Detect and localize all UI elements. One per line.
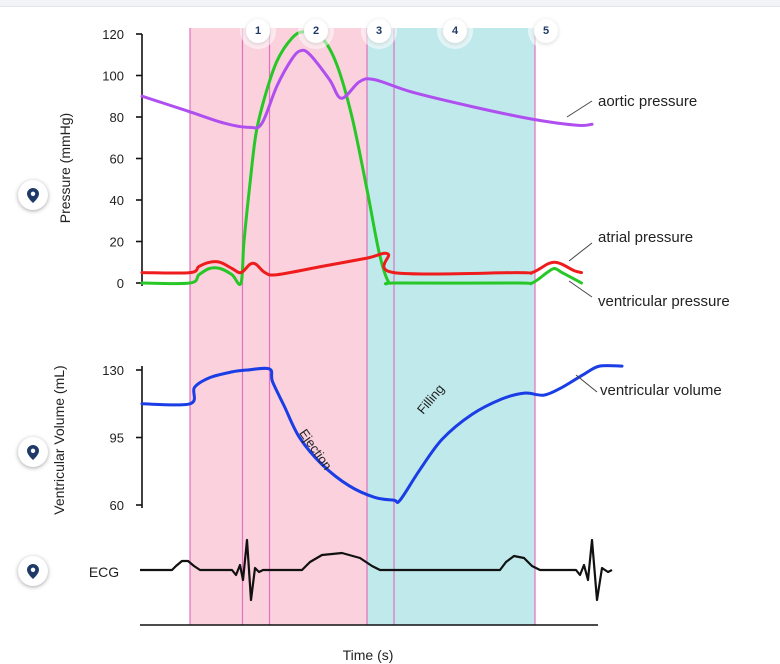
series: [140, 30, 624, 602]
phase-band-4: [367, 28, 394, 625]
ecg-panel-info-button[interactable]: [18, 556, 48, 586]
atrial-pressure-line: [140, 251, 583, 277]
map-pin-icon: [27, 563, 39, 579]
pressure-axis-label: Pressure (mmHg): [57, 113, 73, 223]
leader-line: [566, 100, 593, 118]
time-axis-label: Time (s): [343, 647, 394, 663]
ecg-trace: [140, 538, 613, 602]
series-label-text: ventricular volume: [600, 382, 722, 399]
pressure-tick-label: 60: [110, 152, 124, 167]
series-label-text: aortic pressure: [598, 93, 697, 110]
phase-boundary-lines: [189, 28, 536, 625]
phase-step-button-5[interactable]: 5: [534, 19, 558, 43]
phase-step-button-2[interactable]: 2: [304, 19, 328, 43]
volume-panel-info-button[interactable]: [18, 437, 48, 467]
step-number: 3: [375, 25, 383, 37]
series-label-volume: ventricular volume: [575, 374, 722, 399]
ventricular-volume-line: [140, 364, 624, 505]
pressure-tick-label: 40: [110, 193, 124, 208]
leader-line: [568, 242, 593, 262]
pressure-panel-info-button[interactable]: [18, 180, 48, 210]
series-label-atrial: atrial pressure: [568, 229, 693, 262]
step-number: 5: [542, 25, 550, 37]
leader-line: [575, 374, 598, 393]
step-number: 4: [451, 25, 459, 37]
phase-band-5: [394, 28, 535, 625]
volume-tick-label: 130: [102, 363, 124, 378]
window-top-bar: [0, 0, 780, 7]
series-label-text: ventricular pressure: [598, 293, 730, 310]
leader-line: [568, 280, 593, 298]
ecg-label: ECG: [89, 564, 119, 580]
pressure-tick-label: 20: [110, 235, 124, 250]
phase-band-1: [190, 28, 243, 625]
axes: 0 20 40 60 80 100 120 60 95 130: [102, 27, 598, 626]
volume-tick-label: 60: [110, 498, 124, 513]
volume-tick-label: 95: [110, 431, 124, 446]
step-number: 1: [254, 25, 262, 37]
map-pin-icon: [27, 444, 39, 460]
series-label-aortic: aortic pressure: [566, 93, 697, 118]
aortic-pressure-line: [140, 48, 594, 130]
phase-step-button-1[interactable]: 1: [246, 19, 270, 43]
phase-step-button-3[interactable]: 3: [367, 19, 391, 43]
pressure-tick-label: 80: [110, 110, 124, 125]
step-number: 2: [312, 25, 320, 37]
pressure-tick-label: 0: [117, 276, 124, 291]
map-pin-icon: [27, 187, 39, 203]
phase-bands: [190, 28, 535, 625]
series-label-text: atrial pressure: [598, 229, 693, 246]
phase-step-button-4[interactable]: 4: [443, 19, 467, 43]
pressure-tick-label: 100: [102, 69, 124, 84]
series-label-ventricular-pressure: ventricular pressure: [568, 280, 730, 310]
phase-band-3: [269, 28, 367, 625]
pressure-tick-label: 120: [102, 27, 124, 42]
volume-axis-label: Ventricular Volume (mL): [51, 365, 67, 514]
